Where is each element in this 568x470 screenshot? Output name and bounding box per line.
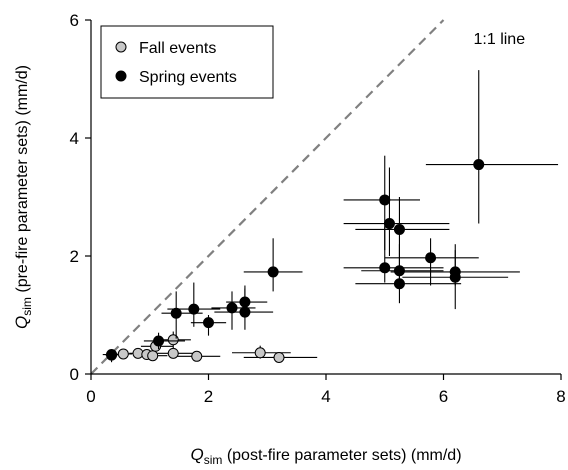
data-point bbox=[188, 303, 200, 315]
data-point bbox=[106, 349, 118, 361]
x-axis-label: Qsim (post-fire parameter sets) (mm/d) bbox=[190, 445, 461, 467]
data-point bbox=[379, 194, 391, 206]
axes-layer: 0 2 4 6 8 0 2 4 6 bbox=[70, 11, 566, 406]
legend-label: Fall events bbox=[139, 40, 216, 57]
data-point bbox=[170, 307, 182, 319]
legend-box bbox=[100, 25, 274, 99]
data-point bbox=[167, 347, 179, 359]
data-point bbox=[273, 351, 285, 363]
x-tick-label: 2 bbox=[204, 387, 213, 406]
x-tick-label: 6 bbox=[439, 387, 448, 406]
data-point bbox=[147, 350, 159, 362]
legend-label: Spring events bbox=[139, 69, 237, 86]
x-tick-label: 4 bbox=[321, 387, 330, 406]
y-axis-label: Qsim (pre-fire parameter sets) (mm/d) bbox=[12, 65, 34, 329]
legend-marker bbox=[115, 41, 127, 53]
reference-line-layer: 1:1 line bbox=[90, 19, 526, 375]
data-point bbox=[254, 347, 266, 359]
data-layer bbox=[102, 70, 559, 363]
x-tick-label: 8 bbox=[556, 387, 565, 406]
data-point bbox=[393, 265, 405, 277]
legend-marker bbox=[115, 70, 127, 82]
data-point bbox=[449, 271, 461, 283]
data-point bbox=[191, 350, 203, 362]
data-point bbox=[226, 302, 238, 314]
data-point bbox=[473, 159, 485, 171]
series-fall-events bbox=[102, 331, 318, 363]
series-spring-events bbox=[105, 70, 559, 363]
axis-labels: Qsim (post-fire parameter sets) (mm/d) Qs… bbox=[12, 65, 462, 467]
data-point bbox=[239, 306, 251, 318]
data-point bbox=[239, 296, 251, 308]
data-point bbox=[117, 348, 129, 360]
data-point bbox=[379, 262, 391, 274]
legend: Fall events Spring events bbox=[100, 25, 274, 99]
data-point bbox=[167, 334, 179, 346]
data-point bbox=[267, 266, 279, 278]
data-point bbox=[203, 317, 214, 329]
one-to-one-line-label: 1:1 line bbox=[474, 31, 526, 48]
x-tick-label: 0 bbox=[86, 387, 95, 406]
data-point bbox=[393, 223, 405, 235]
data-point bbox=[383, 218, 395, 230]
data-point bbox=[425, 252, 437, 264]
data-point bbox=[393, 278, 405, 290]
data-point bbox=[153, 335, 165, 347]
one-to-one-line bbox=[90, 19, 445, 375]
y-tick-label: 4 bbox=[70, 129, 79, 148]
y-tick-label: 0 bbox=[70, 365, 79, 384]
y-tick-label: 6 bbox=[70, 11, 79, 30]
y-tick-label: 2 bbox=[70, 247, 79, 266]
